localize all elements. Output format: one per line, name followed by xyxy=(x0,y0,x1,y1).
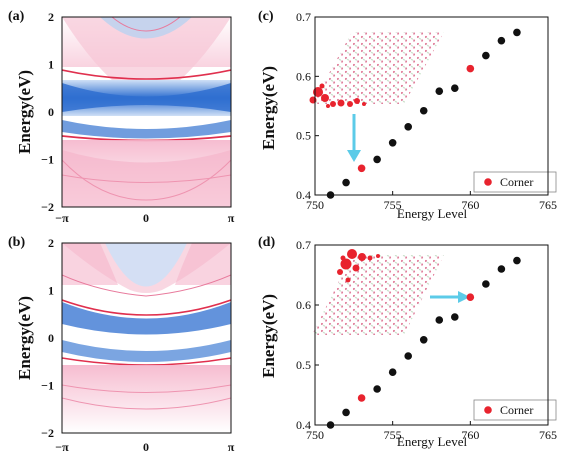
corner-point xyxy=(466,64,475,73)
xtick-label: 750 xyxy=(306,428,324,442)
ytick-label: 0 xyxy=(48,105,54,119)
x-ticks-b: −π 0 π xyxy=(55,440,234,454)
corner-point xyxy=(466,293,475,302)
y-axis-label-c: Energy(eV) xyxy=(259,66,278,150)
xtick-label: 765 xyxy=(539,428,557,442)
panel-label-c: (c) xyxy=(258,9,274,24)
bulk-point xyxy=(513,256,521,265)
legend-marker xyxy=(484,406,492,414)
scatter-layer: 750 755 760 765 0.4 0.5 0.6 0.7 750 755 760 765 0.4 0… xyxy=(296,10,557,442)
bulk-point xyxy=(435,316,444,324)
panel-label-a: (a) xyxy=(8,9,25,24)
ytick-label: 0.4 xyxy=(296,418,311,432)
ytick-label: 0.5 xyxy=(296,358,311,372)
y-ticks-b: 2 1 0 −1 −2 xyxy=(41,236,54,440)
ytick-label: −2 xyxy=(41,426,54,440)
xtick-label: 755 xyxy=(384,428,402,442)
legend-label: Corner xyxy=(500,175,533,189)
ytick-label: 2 xyxy=(48,10,54,24)
bulk-point xyxy=(326,421,335,429)
plot-frame xyxy=(314,16,549,196)
panel-b: (b) 2 1 0 −1 −2 Energy(eV) −π 0 xyxy=(8,235,235,454)
xtick-label: 0 xyxy=(143,211,149,225)
scatter-plot-c: 750 755 760 765 0.4 0.5 0.6 0.7 xyxy=(296,10,557,212)
xtick-label: −π xyxy=(55,440,69,454)
xtick-label: π xyxy=(228,211,235,225)
xtick-label: 750 xyxy=(306,198,324,212)
ytick-label: 1 xyxy=(48,284,54,298)
corner-state-density-d xyxy=(337,249,380,283)
inset-lattice-d xyxy=(312,249,444,335)
bulk-point xyxy=(451,84,459,92)
ytick-label: 0.7 xyxy=(296,10,311,24)
y-ticks-a: 2 1 0 −1 −2 xyxy=(41,10,54,214)
bulk-point xyxy=(482,51,490,60)
corner-point xyxy=(357,394,366,402)
xtick-label: π xyxy=(228,440,235,454)
band-structure-b xyxy=(62,243,231,433)
ytick-label: −1 xyxy=(41,379,54,393)
ytick-label: 0.5 xyxy=(296,129,311,143)
ytick-label: −1 xyxy=(41,153,54,167)
bulk-point xyxy=(513,28,521,37)
ytick-label: 2 xyxy=(48,236,54,250)
x-axis-label-d: Energy Level xyxy=(397,434,468,449)
ytick-label: 0.6 xyxy=(296,298,311,312)
bulk-point xyxy=(497,265,506,273)
xtick-label: 760 xyxy=(461,198,479,212)
panel-c: (c) Energy(eV) Energy Level xyxy=(258,9,557,221)
panel-label-b: (b) xyxy=(8,235,25,250)
x-axis-label-c: Energy Level xyxy=(397,206,468,221)
legend-c: Corner xyxy=(473,171,557,193)
ytick-label: 0 xyxy=(48,331,54,345)
legend-label: Corner xyxy=(500,403,533,417)
bulk-point xyxy=(388,368,397,377)
xtick-label: 760 xyxy=(461,428,479,442)
legend-marker xyxy=(484,178,492,186)
bulk-point xyxy=(419,106,428,115)
xtick-label: −π xyxy=(55,211,69,225)
bulk-point xyxy=(326,191,335,199)
xtick-label: 755 xyxy=(384,198,402,212)
bulk-point xyxy=(373,155,381,164)
xtick-label: 765 xyxy=(539,198,557,212)
panel-d: (d) Energy(eV) Energy Level Cor xyxy=(258,235,557,449)
corner-point xyxy=(357,164,366,173)
xtick-label: 0 xyxy=(143,440,149,454)
ytick-label: 1 xyxy=(48,58,54,72)
ytick-label: 0.6 xyxy=(296,69,311,83)
y-axis-label-d: Energy(eV) xyxy=(259,294,278,378)
band-structure-a xyxy=(62,17,231,207)
bulk-point xyxy=(342,178,350,187)
x-ticks-a: −π 0 π xyxy=(55,211,234,225)
legend-d: Corner xyxy=(473,399,557,421)
inset-lattice-c xyxy=(309,32,444,108)
bulk-point xyxy=(404,352,413,360)
arrow-d xyxy=(430,291,470,303)
ytick-label: 0.4 xyxy=(296,188,311,202)
panel-a: (a) 2 1 0 −1 −2 Energy(eV) −π xyxy=(8,9,235,225)
scatter-plot-d: 750 755 760 765 0.4 0.5 0.6 0.7 xyxy=(296,238,557,442)
bulk-point xyxy=(342,408,350,417)
y-axis-label-a: Energy(eV) xyxy=(15,70,34,154)
bulk-point xyxy=(404,122,413,131)
ytick-label: −2 xyxy=(41,200,54,214)
bulk-point xyxy=(388,138,397,147)
bulk-point xyxy=(435,87,444,95)
bulk-point xyxy=(482,280,490,288)
arrow-c xyxy=(347,114,361,162)
bulk-point xyxy=(451,313,459,321)
ytick-label: 0.7 xyxy=(296,238,311,252)
y-axis-label-b: Energy(eV) xyxy=(15,296,34,380)
bulk-point xyxy=(373,385,381,393)
plot-frame xyxy=(314,244,549,426)
panel-label-d: (d) xyxy=(258,235,275,250)
bulk-point xyxy=(497,36,506,45)
bulk-point xyxy=(419,336,428,344)
